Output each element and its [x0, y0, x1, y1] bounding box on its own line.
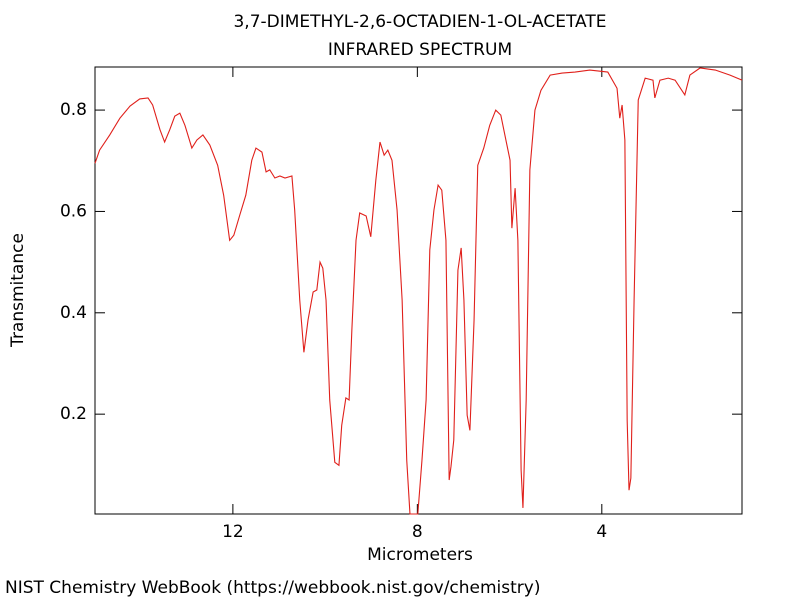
y-tick-label: 0.6	[60, 201, 87, 221]
chart-subtitle: INFRARED SPECTRUM	[328, 40, 512, 60]
plot-frame	[94, 66, 743, 515]
x-axis-label: Micrometers	[367, 545, 473, 565]
y-tick-label: 0.4	[60, 303, 87, 323]
chart-title: 3,7-DIMETHYL-2,6-OCTADIEN-1-OL-ACETATE	[233, 12, 606, 32]
x-tick-label: 8	[412, 522, 423, 542]
y-axis-label: Transmitance	[8, 233, 28, 348]
y-tick-label: 0.8	[60, 100, 87, 120]
x-tick-label: 4	[596, 522, 607, 542]
spectrum-line	[94, 67, 743, 515]
source-note: NIST Chemistry WebBook (https://webbook.…	[5, 578, 540, 598]
y-tick-label: 0.2	[60, 404, 87, 424]
x-tick-label: 12	[222, 522, 244, 542]
